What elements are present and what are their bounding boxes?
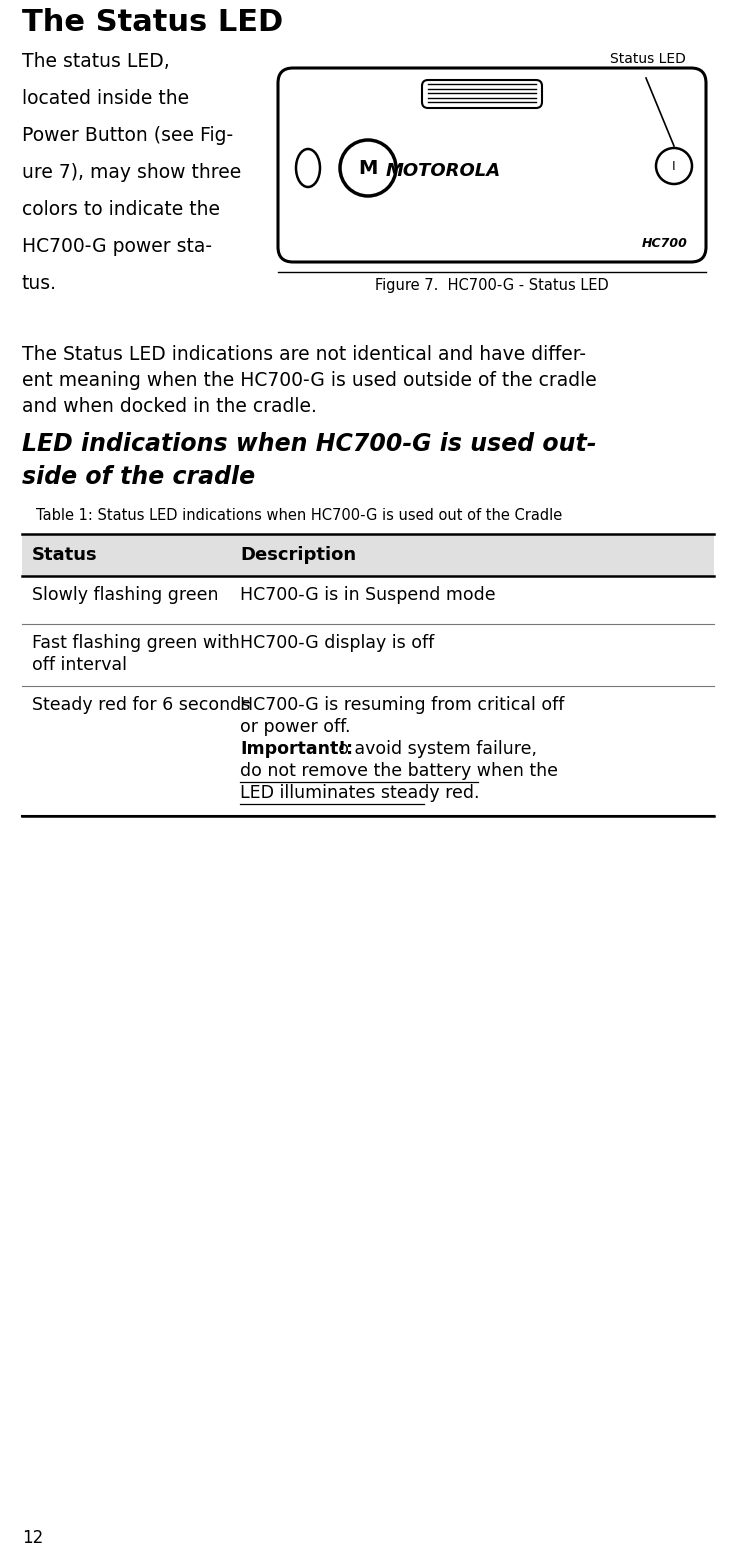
Text: off interval: off interval: [32, 657, 127, 674]
Text: I: I: [672, 160, 676, 172]
Text: Status LED: Status LED: [610, 52, 686, 66]
Text: Steady red for 6 seconds: Steady red for 6 seconds: [32, 696, 250, 715]
Text: The Status LED: The Status LED: [22, 8, 283, 38]
Text: ent meaning when the HC700-G is used outside of the cradle: ent meaning when the HC700-G is used out…: [22, 371, 597, 390]
Text: M: M: [358, 158, 378, 177]
Text: tus.: tus.: [22, 274, 57, 293]
Text: and when docked in the cradle.: and when docked in the cradle.: [22, 396, 317, 415]
Text: Table 1: Status LED indications when HC700-G is used out of the Cradle: Table 1: Status LED indications when HC7…: [36, 508, 562, 523]
Text: or power off.: or power off.: [240, 718, 351, 736]
Text: Fast flashing green with: Fast flashing green with: [32, 635, 240, 652]
Text: The Status LED indications are not identical and have differ-: The Status LED indications are not ident…: [22, 345, 586, 364]
Text: MOTOROLA: MOTOROLA: [385, 161, 501, 180]
Text: colors to indicate the: colors to indicate the: [22, 201, 220, 219]
Text: Important!:: Important!:: [240, 740, 353, 758]
Text: Power Button (see Fig-: Power Button (see Fig-: [22, 125, 233, 146]
Text: LED indications when HC700-G is used out-: LED indications when HC700-G is used out…: [22, 432, 597, 456]
Text: side of the cradle: side of the cradle: [22, 465, 255, 489]
Text: Slowly flashing green: Slowly flashing green: [32, 586, 219, 603]
Text: HC700-G is in Suspend mode: HC700-G is in Suspend mode: [240, 586, 495, 603]
Text: HC700-G is resuming from critical off: HC700-G is resuming from critical off: [240, 696, 564, 715]
Text: to avoid system failure,: to avoid system failure,: [326, 740, 537, 758]
Text: HC700-G power sta-: HC700-G power sta-: [22, 237, 212, 255]
Text: The status LED,: The status LED,: [22, 52, 170, 71]
Text: Figure 7.  HC700-G - Status LED: Figure 7. HC700-G - Status LED: [375, 277, 609, 293]
PathPatch shape: [422, 80, 542, 108]
Text: do not remove the battery when the: do not remove the battery when the: [240, 762, 564, 780]
Text: LED illuminates steady red.: LED illuminates steady red.: [240, 784, 479, 802]
Text: 12: 12: [22, 1529, 43, 1547]
Text: located inside the: located inside the: [22, 89, 189, 108]
Text: Description: Description: [240, 545, 356, 564]
Text: HC700: HC700: [642, 237, 688, 251]
PathPatch shape: [278, 67, 706, 262]
Text: Status: Status: [32, 545, 98, 564]
Text: ure 7), may show three: ure 7), may show three: [22, 163, 241, 182]
Text: HC700-G display is off: HC700-G display is off: [240, 635, 435, 652]
FancyBboxPatch shape: [22, 534, 714, 577]
